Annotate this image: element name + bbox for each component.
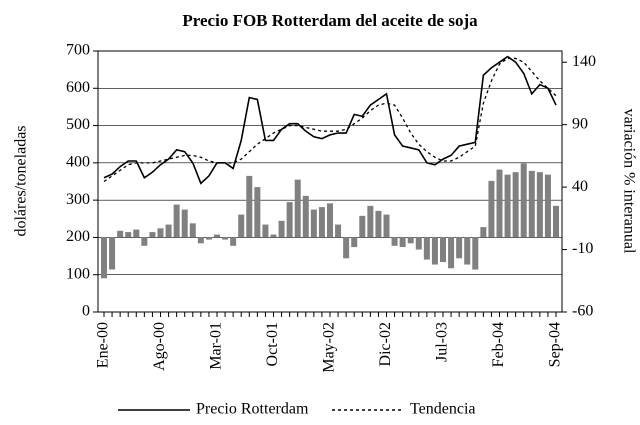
bar — [181, 209, 188, 238]
bar — [262, 224, 269, 238]
bar — [270, 234, 277, 238]
bar — [496, 169, 503, 238]
bar — [456, 237, 463, 259]
chart-title: Precio FOB Rotterdam del aceite de soja — [182, 11, 478, 30]
bar — [480, 227, 487, 238]
bar — [101, 237, 107, 279]
x-tick-label: Ago-00 — [151, 322, 168, 371]
bar — [189, 223, 196, 238]
bar — [464, 237, 471, 265]
bar — [423, 237, 430, 260]
y2-tick-label: -60 — [572, 303, 593, 320]
y-tick-label: 600 — [66, 79, 90, 96]
x-tick-label: Jul-03 — [434, 322, 451, 362]
bar — [383, 214, 390, 238]
bar — [294, 179, 301, 238]
bar — [214, 234, 220, 238]
bar — [367, 205, 374, 238]
bar — [431, 237, 438, 265]
y-tick-label: 200 — [66, 228, 90, 245]
x-tick-label: May-02 — [321, 322, 338, 373]
bar — [278, 220, 285, 238]
y-tick-label: 0 — [82, 303, 90, 320]
bar — [246, 175, 253, 238]
x-tick-label: Mar-01 — [208, 322, 225, 370]
bar — [238, 214, 245, 238]
bar — [197, 237, 204, 244]
bar — [399, 237, 406, 248]
bar — [536, 172, 543, 238]
line — [103, 55, 557, 185]
bar — [141, 237, 148, 246]
bar — [504, 174, 511, 238]
x-tick-label: Dic-02 — [377, 322, 394, 366]
bar — [125, 232, 132, 238]
x-tick-label: Feb-04 — [490, 322, 507, 367]
y-tick-label: 100 — [66, 265, 90, 282]
bar — [375, 210, 382, 238]
bar — [391, 237, 398, 246]
bar — [544, 174, 551, 238]
y-tick-label: 300 — [66, 191, 90, 208]
x-tick-label: Ene-00 — [95, 322, 112, 368]
bar — [230, 237, 237, 246]
x-tick-label: Oct-01 — [264, 322, 281, 366]
bar — [512, 172, 519, 238]
bar — [553, 205, 559, 238]
y-tick-label: 500 — [66, 116, 90, 133]
bar — [157, 228, 164, 238]
bar — [254, 187, 261, 238]
bar — [359, 215, 366, 238]
bar — [149, 232, 156, 238]
bar — [318, 207, 325, 238]
y2-tick-label: 40 — [572, 178, 588, 195]
bar — [448, 237, 455, 269]
bar — [520, 163, 527, 238]
y2-tick-label: 140 — [572, 53, 596, 70]
bar — [415, 237, 422, 250]
bar — [343, 237, 350, 259]
bar — [440, 237, 446, 263]
bar — [173, 204, 180, 238]
legend-label: Tendencia — [410, 401, 476, 418]
y2-tick-label: -10 — [572, 240, 593, 257]
bar — [205, 237, 212, 240]
y-tick-label: 700 — [66, 42, 90, 59]
bar — [109, 237, 116, 270]
y2-axis-label: variación % interanual — [620, 109, 637, 254]
bar — [335, 224, 342, 238]
bar — [165, 224, 172, 238]
x-tick-label: Sep-04 — [547, 322, 564, 367]
bar — [286, 202, 293, 238]
bar — [133, 229, 140, 238]
bar — [327, 203, 333, 238]
y-tick-label: 400 — [66, 154, 90, 171]
bar — [407, 237, 414, 244]
bar — [488, 180, 495, 238]
bar — [528, 170, 535, 238]
bar — [310, 209, 317, 238]
y-axis-label: doláres/toneladas — [13, 125, 30, 236]
y2-tick-label: 90 — [572, 115, 588, 132]
legend-label: Precio Rotterdam — [196, 401, 309, 418]
bar — [472, 237, 479, 270]
bar — [351, 237, 358, 248]
bar — [222, 237, 229, 240]
bar — [302, 195, 309, 238]
bar — [117, 230, 124, 238]
